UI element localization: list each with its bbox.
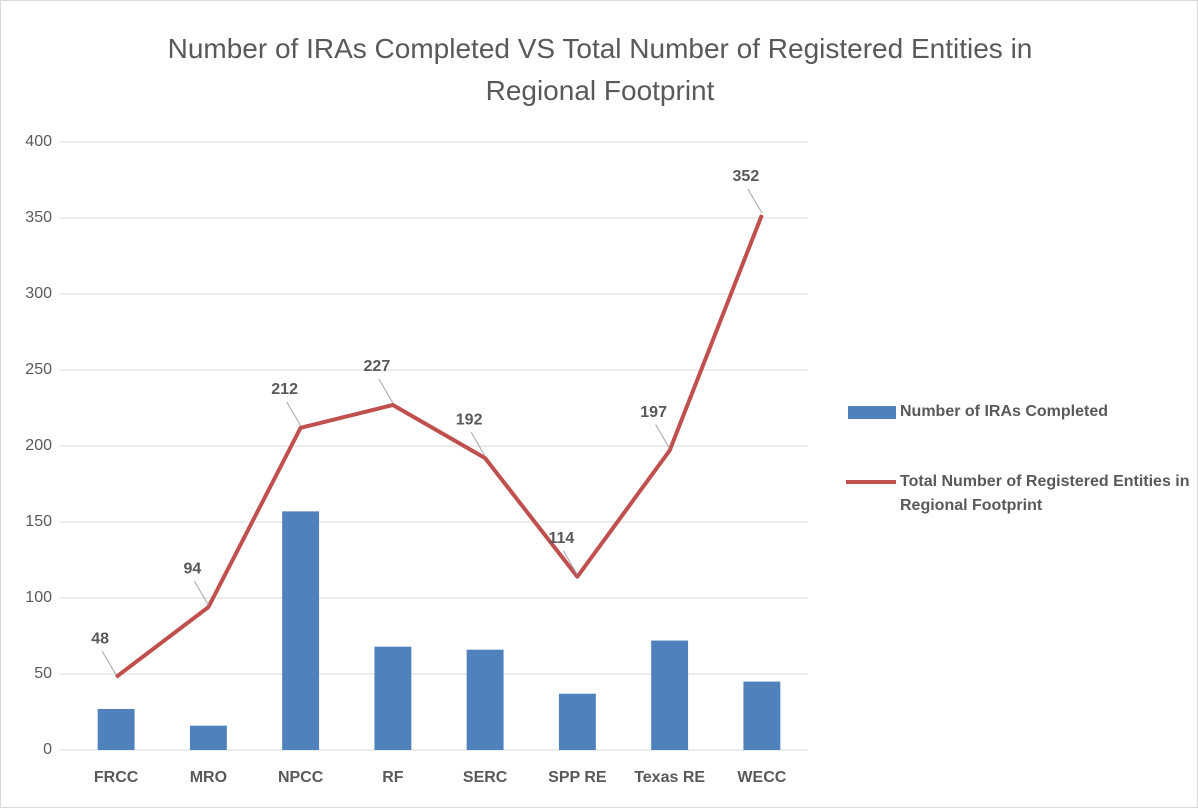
y-tick-label: 100: [25, 589, 52, 606]
bar: [558, 693, 596, 750]
data-label: 192: [456, 411, 483, 428]
leader-line: [562, 550, 578, 575]
legend-label: Number of IRAs Completed: [900, 403, 1109, 420]
y-tick-label: 250: [25, 361, 52, 378]
y-tick-label: 0: [43, 741, 52, 758]
leader-line: [193, 580, 209, 606]
leader-line: [655, 424, 671, 449]
leader-line: [286, 401, 302, 427]
leader-line: [747, 188, 763, 214]
chart-title: Number of IRAs Completed VS Total Number…: [167, 33, 1033, 106]
x-tick-label: SPP RE: [548, 769, 607, 786]
x-tick-label: WECC: [737, 769, 786, 786]
data-label: 227: [364, 358, 391, 375]
bar: [97, 708, 135, 750]
leader-line: [378, 378, 394, 404]
x-tick-label: NPCC: [278, 769, 324, 786]
data-label: 48: [91, 630, 109, 647]
data-label: 212: [271, 381, 298, 398]
data-label: 94: [183, 560, 201, 577]
data-label: 352: [733, 168, 760, 185]
bar: [743, 681, 781, 750]
data-label: 197: [640, 404, 667, 421]
leader-line: [470, 431, 486, 457]
y-tick-label: 350: [25, 209, 52, 226]
line: [114, 214, 764, 679]
x-tick-label: Texas RE: [634, 769, 705, 786]
bar: [189, 725, 227, 750]
y-tick-label: 150: [25, 513, 52, 530]
bar: [651, 640, 689, 750]
x-tick-label: SERC: [463, 769, 508, 786]
leader-line: [101, 650, 117, 676]
bar: [374, 646, 412, 750]
y-tick-label: 50: [34, 665, 52, 682]
data-label: 114: [548, 530, 574, 547]
x-tick-label: FRCC: [94, 769, 139, 786]
legend-key: [848, 406, 896, 419]
x-tick-label: RF: [382, 769, 404, 786]
legend-label: Total Number of Registered Entities in R…: [900, 473, 1190, 514]
y-tick-label: 200: [25, 437, 52, 454]
x-tick-label: MRO: [190, 769, 227, 786]
bar: [466, 649, 504, 750]
bar: [282, 511, 320, 750]
y-tick-label: 300: [25, 285, 52, 302]
y-tick-label: 400: [25, 133, 52, 150]
